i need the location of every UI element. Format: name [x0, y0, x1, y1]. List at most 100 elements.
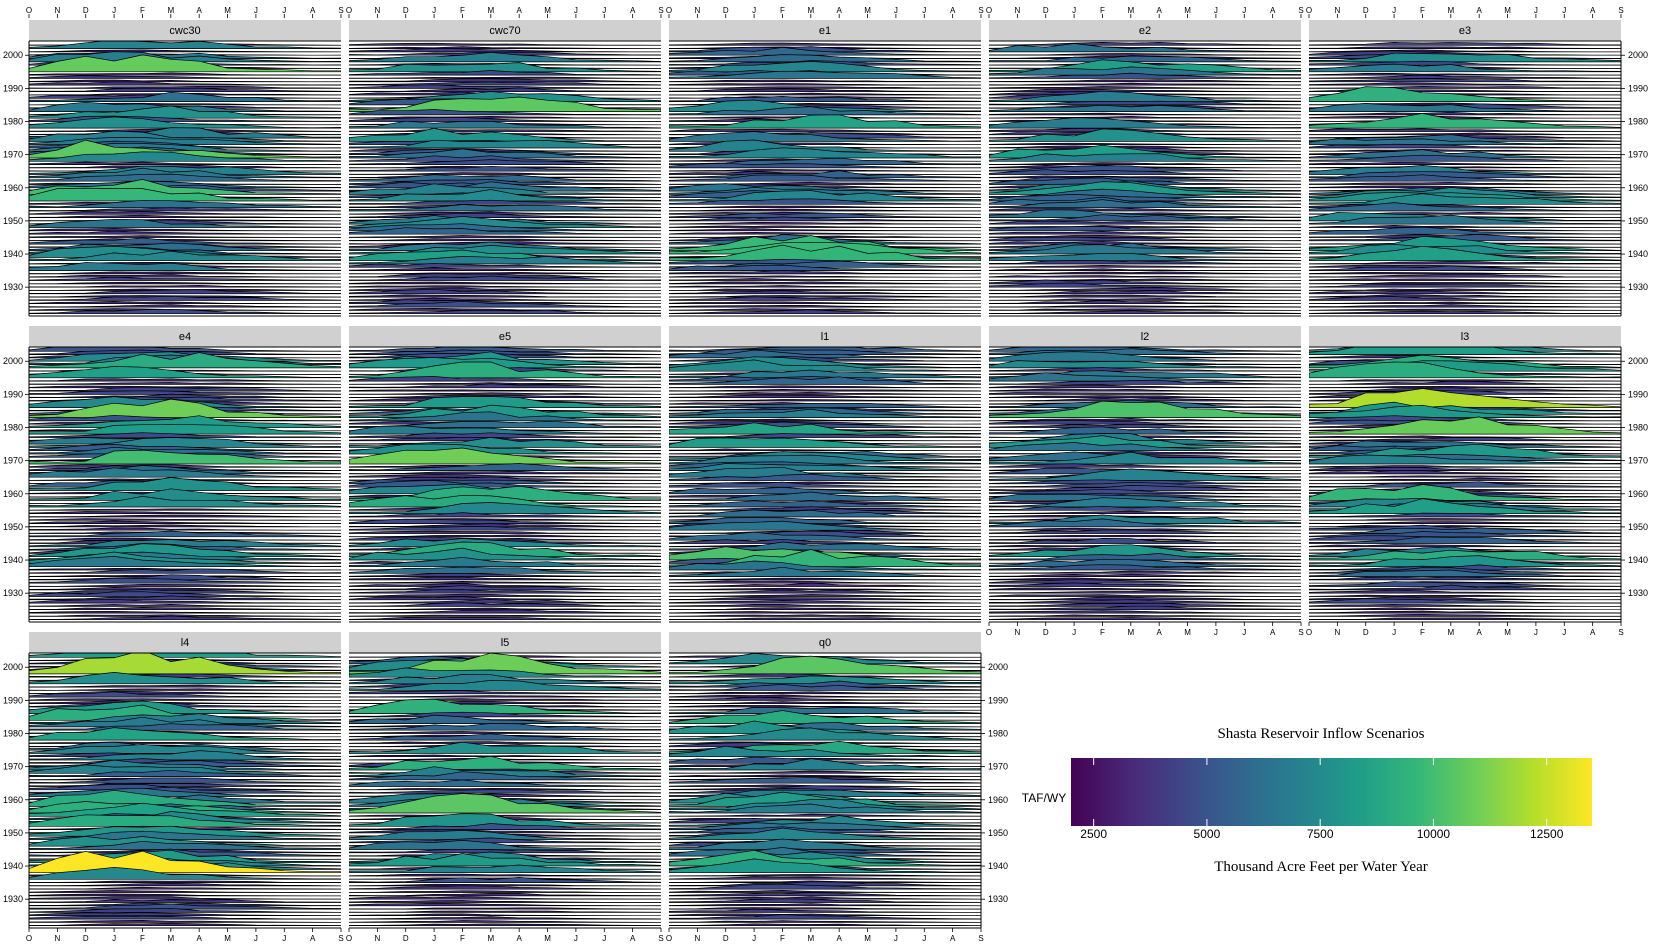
ridge-1980 [349, 116, 661, 122]
ridge-1967 [29, 161, 341, 165]
panel-header [349, 326, 661, 347]
ridge-1928 [29, 595, 341, 601]
ridge-1983 [349, 404, 661, 418]
ridge-1923 [1309, 308, 1621, 311]
x-tick-label: A [1270, 628, 1276, 637]
ridge-2001 [29, 49, 341, 53]
ridge-1990 [29, 85, 341, 89]
x-tick-label: A [310, 934, 316, 943]
ridge-2000 [669, 47, 981, 56]
x-tick-label: N [694, 934, 700, 943]
y-tick-label: 1940 [1628, 555, 1648, 565]
ridge-1956 [349, 189, 661, 202]
ridge-1977 [669, 433, 981, 438]
ridge-1933 [349, 885, 661, 890]
ridge-1969 [349, 755, 661, 771]
ridge-1924 [29, 611, 341, 614]
ridge-1956 [29, 496, 341, 508]
ridge-1944 [349, 538, 661, 548]
ridge-1969 [669, 454, 981, 465]
ridge-1983 [349, 714, 661, 724]
ridge-1950 [1309, 525, 1621, 528]
ridge-1928 [669, 290, 981, 295]
ridges [1309, 42, 1621, 315]
y-tick-label: 1960 [3, 183, 23, 193]
x-tick-label: J [574, 6, 578, 15]
ridge-1934 [349, 271, 661, 275]
x-tick-label: O [1306, 6, 1312, 15]
ridge-1935 [29, 880, 341, 883]
ridge-1933 [989, 275, 1301, 278]
ridge-1954 [349, 502, 661, 515]
ridge-1976 [349, 744, 661, 748]
ridge-1973 [349, 754, 661, 758]
ridge-1922 [29, 615, 341, 621]
ridge-1946 [349, 536, 661, 541]
y-tick-label: 1990 [3, 695, 23, 705]
ridge-1924 [1309, 304, 1621, 308]
ridge-1986 [669, 707, 981, 714]
ridge-1936 [29, 866, 341, 880]
x-tick-label: M [544, 6, 551, 15]
x-tick-label: A [630, 6, 636, 15]
ridge-1953 [989, 515, 1301, 518]
ridge-1925 [29, 301, 341, 305]
legend-caption: Thousand Acre Feet per Water Year [1214, 859, 1427, 875]
ridge-1960 [989, 488, 1301, 495]
ridge-1924 [349, 916, 661, 920]
ridge-1922 [989, 310, 1301, 315]
ridge-1998 [669, 655, 981, 675]
ridge-1923 [989, 308, 1301, 311]
x-tick-label: N [1334, 628, 1340, 637]
ridge-1931 [1309, 281, 1621, 285]
ridge-1926 [29, 295, 341, 301]
panel-header [29, 632, 341, 653]
ridge-1922 [29, 922, 341, 927]
ridge-1962 [1309, 174, 1621, 182]
ridge-1933 [669, 275, 981, 278]
ridge-1928 [349, 902, 661, 907]
ridge-1981 [349, 723, 661, 731]
ridge-1974 [669, 131, 981, 142]
ridge-1925 [349, 607, 661, 611]
x-tick-label: M [864, 6, 871, 15]
y-tick-label: 1940 [988, 861, 1008, 871]
ridge-1924 [989, 305, 1301, 308]
y-tick-label: 1990 [1628, 389, 1648, 399]
ridges [989, 347, 1301, 621]
ridge-1995 [349, 62, 661, 73]
ridge-1993 [349, 680, 661, 691]
ridge-1923 [669, 920, 981, 923]
x-tick-label: J [432, 934, 436, 943]
ridge-1953 [1309, 202, 1621, 212]
ridge-1995 [29, 54, 341, 73]
x-tick-label: A [1157, 628, 1163, 637]
x-tick-label: J [574, 934, 578, 943]
ridge-1967 [669, 774, 981, 777]
ridge-1934 [669, 270, 981, 275]
panel-cwc70: cwc70 O N D J F M A M J J A S [346, 6, 664, 317]
ridge-1935 [1309, 265, 1621, 271]
ridge-1934 [1309, 271, 1621, 275]
ridge-1957 [669, 798, 981, 811]
x-tick-label: J [1392, 6, 1396, 15]
ridge-1972 [989, 145, 1301, 149]
x-tick-label: A [837, 934, 843, 943]
ridge-1997 [349, 667, 661, 678]
ridge-1927 [989, 294, 1301, 298]
ridge-1938 [29, 556, 341, 568]
x-tick-label: N [54, 934, 60, 943]
ridge-1954 [29, 199, 341, 209]
ridge-1924 [669, 611, 981, 614]
x-tick-label: A [197, 934, 203, 943]
ridge-1929 [349, 287, 661, 291]
x-tick-label: O [666, 6, 672, 15]
ridge-1978 [989, 426, 1301, 435]
ridge-1931 [669, 281, 981, 285]
ridge-1930 [989, 282, 1301, 288]
x-tick-label: A [517, 934, 523, 943]
ridge-1994 [669, 680, 981, 688]
ridge-1955 [669, 198, 981, 205]
x-tick-label: F [1420, 628, 1425, 637]
ridge-1976 [1309, 437, 1621, 442]
